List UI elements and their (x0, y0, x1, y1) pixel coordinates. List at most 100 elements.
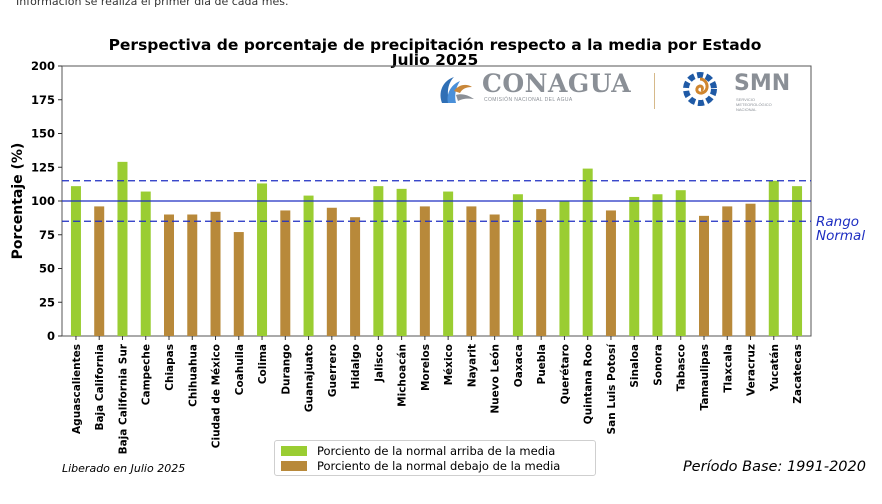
conagua-name: CONAGUA (482, 69, 632, 98)
bar (326, 207, 337, 336)
bar (466, 206, 477, 336)
x-tick-label: Puebla (536, 344, 548, 385)
x-tick-label: Chiapas (164, 344, 176, 391)
bar (699, 215, 709, 336)
bar (745, 203, 756, 336)
x-tick-label: Tlaxcala (722, 344, 734, 393)
bar (257, 183, 268, 336)
y-tick-label: 175 (31, 93, 55, 107)
legend-item-above: Porciento de la normal arriba de la medi… (281, 444, 555, 458)
x-tick-label: Yucatán (769, 344, 781, 392)
bar (140, 191, 151, 336)
bar (512, 194, 523, 336)
bar (489, 214, 500, 336)
x-tick-label: Veracruz (746, 344, 758, 396)
x-tick-label: Nuevo León (490, 344, 502, 414)
y-tick-label: 25 (39, 295, 55, 309)
x-tick-label: Durango (280, 344, 292, 395)
legend-swatch-below (281, 461, 307, 471)
bar (768, 180, 779, 336)
bar (722, 206, 733, 336)
x-tick-label: Sonora (652, 344, 664, 386)
conagua-subtitle: COMISIÓN NACIONAL DEL AGUA (484, 97, 573, 103)
x-tick-label: Hidalgo (350, 344, 362, 389)
bar (443, 191, 454, 336)
x-tick-label: Michoacán (397, 344, 409, 407)
normal-range-annotation: Rango (816, 214, 859, 230)
smn-logo-icon (683, 72, 717, 106)
smn-subtitle-line: NACIONAL (736, 107, 757, 112)
x-tick-label: Morelos (420, 344, 432, 391)
smn-subtitle-line: METEOROLÓGICO (736, 102, 772, 107)
y-axis-label: Porcentaje (%) (10, 143, 26, 260)
bar (303, 195, 314, 336)
y-tick-label: 100 (31, 194, 55, 208)
x-tick-label: Campeche (141, 344, 153, 405)
chart-subtitle: Julio 2025 (391, 51, 479, 69)
x-tick-label: Oaxaca (513, 344, 525, 387)
bar (629, 196, 640, 336)
x-tick-label: San Luis Potosí (606, 343, 618, 435)
base-period: Período Base: 1991-2020 (682, 459, 866, 475)
bar (280, 210, 291, 336)
logo-block: CONAGUA COMISIÓN NACIONAL DEL AGUA SMN S… (434, 69, 810, 112)
bar (350, 217, 361, 336)
bar (117, 161, 128, 336)
x-tick-label: Guanajuato (304, 344, 316, 412)
x-tick-label: Guerrero (327, 344, 339, 397)
x-tick-label: Sinaloa (629, 344, 641, 388)
y-tick-label: 150 (31, 127, 55, 141)
x-tick-label: Colima (257, 344, 269, 384)
bar (396, 188, 407, 336)
y-tick-label: 50 (39, 262, 55, 276)
x-tick-label: Jalisco (373, 344, 385, 383)
legend-label-below: Porciento de la normal debajo de la medi… (317, 459, 561, 473)
conagua-logo-icon (440, 77, 474, 103)
x-tick-label: Querétaro (559, 344, 571, 404)
bar (559, 201, 570, 336)
x-tick-label: Aguascalientes (71, 344, 83, 434)
y-tick-label: 125 (31, 160, 55, 174)
bar (233, 232, 244, 336)
bar (70, 186, 81, 336)
chart-title: Perspectiva de porcentaje de precipitaci… (108, 36, 762, 54)
x-tick-label: Tabasco (676, 344, 688, 391)
chart-legend: Porciento de la normal arriba de la medi… (274, 440, 596, 476)
smn-name: SMN (734, 71, 791, 96)
release-note: Liberado en Julio 2025 (62, 462, 186, 475)
logo-divider (654, 73, 655, 109)
x-tick-label: Ciudad de México (211, 344, 223, 448)
x-tick-label: Zacatecas (792, 344, 804, 404)
bar (187, 214, 198, 336)
legend-label-above: Porciento de la normal arriba de la medi… (317, 444, 556, 458)
x-tick-label: Chihuahua (187, 344, 199, 407)
x-tick-label: Baja California Sur (117, 343, 129, 454)
bar (536, 209, 547, 336)
bar (605, 210, 616, 336)
bar (210, 211, 221, 336)
legend-swatch-above (281, 446, 307, 456)
y-tick-label: 0 (47, 329, 55, 343)
legend-item-below: Porciento de la normal debajo de la medi… (281, 459, 560, 473)
bar (373, 186, 384, 336)
bar (164, 214, 174, 336)
bar (652, 194, 663, 336)
top-note: Información se realiza el primer día de … (16, 0, 289, 8)
x-tick-label: Baja California (94, 344, 106, 431)
bar (419, 206, 430, 336)
y-tick-label: 200 (31, 59, 55, 73)
x-tick-label: Nayarit (466, 344, 478, 387)
bar (675, 190, 686, 336)
smn-subtitle: SERVICIO METEOROLÓGICO NACIONAL (736, 97, 796, 112)
smn-subtitle-line: SERVICIO (736, 97, 756, 102)
x-tick-label: México (443, 344, 455, 385)
bar (582, 168, 593, 336)
bar (792, 186, 803, 336)
normal-range-annotation: Normal (816, 228, 865, 244)
x-tick-label: Quintana Roo (583, 344, 595, 424)
x-tick-label: Coahuila (234, 344, 246, 395)
y-tick-label: 75 (39, 228, 55, 242)
bar (94, 206, 105, 336)
x-tick-label: Tamaulipas (699, 344, 711, 410)
